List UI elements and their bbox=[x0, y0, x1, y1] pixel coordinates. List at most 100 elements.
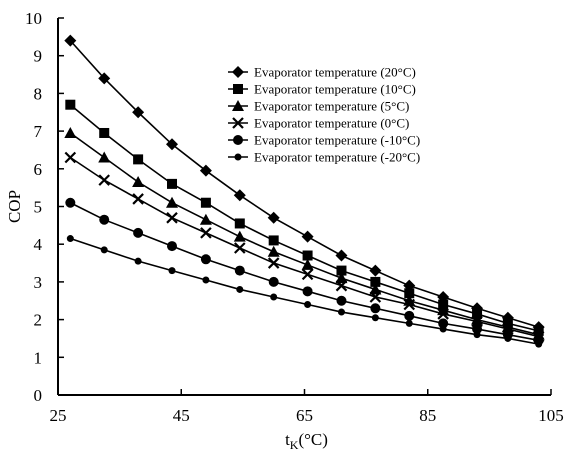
data-point bbox=[335, 272, 348, 284]
data-point bbox=[535, 340, 543, 348]
data-point bbox=[133, 227, 144, 238]
data-point bbox=[337, 308, 345, 316]
data-point bbox=[302, 250, 313, 261]
data-point bbox=[371, 314, 379, 322]
data-point bbox=[64, 151, 77, 164]
data-point bbox=[301, 230, 314, 243]
data-point bbox=[233, 230, 246, 242]
data-point bbox=[268, 276, 279, 287]
data-point bbox=[267, 211, 280, 224]
legend-marker bbox=[233, 135, 243, 145]
data-point bbox=[301, 268, 314, 281]
y-tick-label: 9 bbox=[34, 47, 43, 66]
data-point bbox=[98, 72, 111, 85]
data-point bbox=[167, 178, 178, 189]
data-point bbox=[369, 283, 382, 295]
data-point bbox=[166, 138, 179, 151]
data-point bbox=[438, 318, 449, 329]
data-point bbox=[234, 242, 246, 254]
y-tick-label: 0 bbox=[34, 386, 43, 405]
data-point bbox=[404, 288, 415, 299]
data-point bbox=[65, 99, 76, 110]
x-axis-title-main: t bbox=[285, 430, 290, 449]
legend-marker bbox=[232, 100, 244, 111]
data-point bbox=[234, 218, 245, 229]
data-point bbox=[335, 279, 348, 292]
data-point bbox=[403, 298, 416, 311]
data-point bbox=[439, 325, 447, 333]
data-point bbox=[166, 212, 178, 224]
legend-item: Evaporator temperature (20°C) bbox=[228, 65, 416, 80]
data-point bbox=[65, 197, 76, 208]
x-axis-title-unit: (°C) bbox=[298, 430, 327, 449]
data-point bbox=[199, 213, 212, 225]
data-point bbox=[166, 196, 179, 208]
y-tick-label: 4 bbox=[34, 235, 43, 254]
series-4 bbox=[64, 151, 545, 343]
series-1 bbox=[64, 34, 545, 334]
y-tick-label: 1 bbox=[34, 348, 43, 367]
x-tick-label: 85 bbox=[419, 406, 436, 425]
data-point bbox=[268, 235, 279, 246]
data-point bbox=[98, 151, 111, 163]
data-point bbox=[132, 106, 145, 119]
x-axis-title: tK(°C) bbox=[285, 430, 328, 452]
data-point bbox=[302, 286, 313, 297]
data-point bbox=[167, 241, 178, 252]
legend-label: Evaporator temperature (5°C) bbox=[254, 99, 409, 114]
data-point bbox=[236, 285, 244, 293]
data-point bbox=[100, 246, 108, 254]
data-point bbox=[168, 267, 176, 275]
data-point bbox=[132, 193, 144, 205]
data-point bbox=[98, 174, 110, 186]
data-point bbox=[267, 257, 280, 269]
legend-marker bbox=[232, 117, 244, 129]
legend-item: Evaporator temperature (-10°C) bbox=[228, 133, 420, 148]
y-tick-label: 6 bbox=[34, 160, 43, 179]
legend-label: Evaporator temperature (-20°C) bbox=[254, 150, 420, 165]
x-tick-label: 65 bbox=[296, 406, 313, 425]
y-tick-label: 5 bbox=[34, 198, 43, 217]
data-point bbox=[473, 331, 481, 339]
y-tick-label: 3 bbox=[34, 273, 43, 292]
data-point bbox=[301, 258, 314, 270]
legend: Evaporator temperature (20°C) Evaporator … bbox=[228, 65, 420, 165]
y-tick-label: 2 bbox=[34, 311, 43, 330]
y-tick-label: 8 bbox=[34, 84, 43, 103]
legend-item: Evaporator temperature (5°C) bbox=[228, 99, 409, 114]
data-point bbox=[233, 189, 246, 202]
data-point bbox=[472, 324, 483, 335]
series-6 bbox=[66, 235, 543, 348]
data-point bbox=[99, 127, 110, 138]
data-point bbox=[64, 34, 77, 47]
legend-item: Evaporator temperature (-20°C) bbox=[228, 150, 420, 165]
data-point bbox=[199, 164, 212, 177]
data-point bbox=[234, 265, 245, 276]
data-point bbox=[335, 249, 348, 262]
data-point bbox=[369, 291, 382, 303]
x-tick-label: 45 bbox=[173, 406, 190, 425]
data-point bbox=[132, 175, 145, 187]
data-point bbox=[437, 308, 449, 320]
legend-item: Evaporator temperature (10°C) bbox=[228, 82, 416, 97]
legend-label: Evaporator temperature (20°C) bbox=[254, 65, 416, 80]
data-point bbox=[134, 257, 142, 265]
x-axis-title-subscript: K bbox=[290, 438, 299, 452]
data-point bbox=[200, 197, 211, 208]
data-point bbox=[267, 245, 280, 257]
y-axis-title: COP bbox=[5, 190, 24, 223]
data-point bbox=[202, 276, 210, 284]
data-point bbox=[504, 334, 512, 342]
y-tick-label: 10 bbox=[25, 9, 42, 28]
legend-label: Evaporator temperature (-10°C) bbox=[254, 133, 420, 148]
x-tick-label: 25 bbox=[50, 406, 67, 425]
data-point bbox=[64, 126, 77, 138]
data-point bbox=[99, 214, 110, 225]
data-point bbox=[133, 154, 144, 165]
data-point bbox=[304, 301, 312, 309]
legend-item: Evaporator temperature (0°C) bbox=[228, 116, 409, 131]
data-point bbox=[336, 295, 347, 306]
data-point bbox=[370, 303, 381, 314]
